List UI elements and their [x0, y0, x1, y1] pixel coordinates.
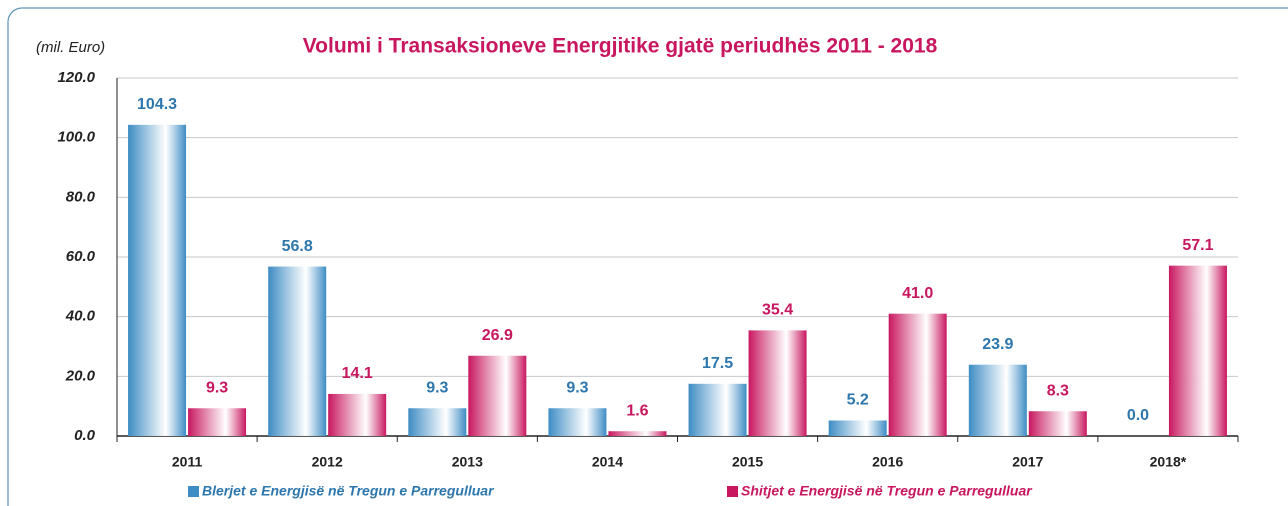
- x-tick-label: 2015: [732, 454, 763, 470]
- value-label: 1.6: [626, 402, 648, 419]
- value-label: 56.8: [282, 238, 313, 255]
- x-tick-label: 2012: [312, 454, 343, 470]
- bar: [608, 431, 667, 436]
- legend-label: Shitjet e Energjisë në Tregun e Parregul…: [741, 483, 1033, 499]
- value-label: 9.3: [426, 379, 448, 396]
- value-label: 17.5: [702, 355, 733, 372]
- value-label: 23.9: [982, 336, 1013, 353]
- bar: [128, 124, 187, 437]
- x-tick-label: 2016: [872, 454, 903, 470]
- bar: [188, 408, 247, 436]
- y-tick-label: 40.0: [65, 308, 96, 325]
- bar: [408, 408, 467, 436]
- y-tick-label: 20.0: [65, 367, 96, 384]
- bar: [748, 330, 807, 436]
- bar: [1028, 411, 1087, 436]
- value-label: 41.0: [902, 285, 933, 302]
- legend-swatch: [727, 486, 738, 497]
- bar: [968, 364, 1027, 436]
- y-tick-label: 120.0: [57, 69, 95, 86]
- bar: [828, 420, 887, 436]
- y-tick-label: 60.0: [66, 248, 96, 265]
- y-tick-label: 0.0: [74, 427, 96, 444]
- value-label: 9.3: [566, 379, 588, 396]
- y-axis-label: (mil. Euro): [36, 39, 105, 56]
- value-label: 0.0: [1127, 407, 1149, 424]
- value-label: 26.9: [482, 327, 513, 344]
- value-label: 57.1: [1182, 237, 1213, 254]
- x-tick-label: 2011: [172, 454, 203, 470]
- legend-label: Blerjet e Energjisë në Tregun e Parregul…: [202, 483, 495, 499]
- bar: [268, 266, 327, 436]
- bar: [1168, 265, 1227, 436]
- x-tick-label: 2014: [592, 454, 623, 470]
- chart-title: Volumi i Transaksioneve Energjitike gjat…: [303, 35, 938, 58]
- x-tick-label: 2017: [1012, 454, 1043, 470]
- legend-swatch: [188, 486, 199, 497]
- value-label: 9.3: [206, 379, 228, 396]
- value-label: 104.3: [137, 96, 177, 113]
- bar: [328, 393, 387, 436]
- bar: [688, 383, 747, 436]
- value-label: 35.4: [762, 302, 793, 319]
- x-tick-label: 2013: [452, 454, 483, 470]
- x-tick-label: 2018*: [1150, 454, 1187, 470]
- value-label: 8.3: [1047, 382, 1069, 399]
- y-tick-label: 100.0: [57, 129, 95, 146]
- bar: [888, 313, 947, 436]
- value-label: 14.1: [342, 365, 373, 382]
- y-tick-label: 80.0: [66, 188, 96, 205]
- value-label: 5.2: [847, 392, 869, 409]
- bar: [548, 408, 607, 436]
- bar: [468, 355, 527, 436]
- frame: [7, 7, 1288, 506]
